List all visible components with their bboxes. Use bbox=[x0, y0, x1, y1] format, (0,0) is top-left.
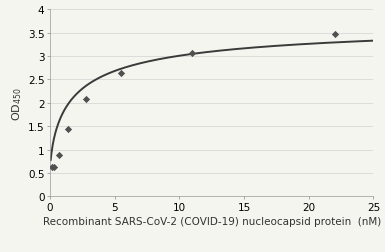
Point bbox=[65, 128, 71, 132]
Point bbox=[49, 165, 55, 169]
Point bbox=[56, 153, 62, 158]
X-axis label: Recombinant SARS-CoV-2 (COVID-19) nucleocapsid protein  (nM): Recombinant SARS-CoV-2 (COVID-19) nucleo… bbox=[43, 216, 381, 226]
Point bbox=[51, 165, 57, 169]
Point bbox=[189, 52, 196, 56]
Y-axis label: OD$_{450}$: OD$_{450}$ bbox=[10, 86, 24, 120]
Point bbox=[331, 33, 338, 37]
Point bbox=[118, 72, 124, 76]
Point bbox=[82, 97, 89, 101]
